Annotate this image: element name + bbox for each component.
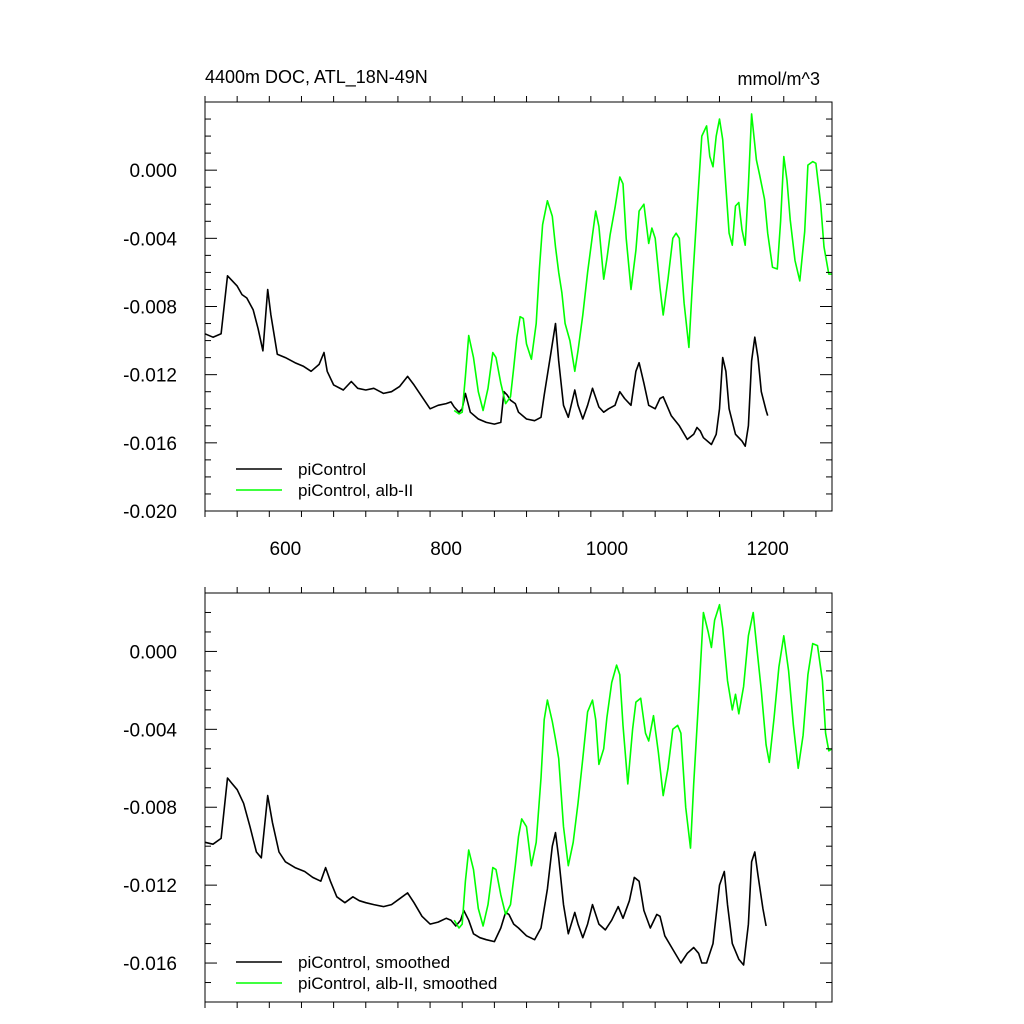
legend: piControl piControl, alb-II xyxy=(236,460,413,500)
series-line-picontrol-alb-ii xyxy=(453,113,832,415)
series-line-picontrol-smoothed xyxy=(204,777,767,966)
legend-label-picontrol-smoothed: piControl, smoothed xyxy=(298,953,450,972)
plot-frame xyxy=(204,592,833,1003)
series-line-picontrol-alb-ii-smoothed xyxy=(453,603,833,929)
series-line-picontrol xyxy=(204,274,769,448)
y-tick-label: -0.016 xyxy=(123,434,177,455)
legend-label-alb-ii: piControl, alb-II xyxy=(298,481,413,500)
x-tick-label: 600 xyxy=(270,539,302,560)
y-tick-label: -0.004 xyxy=(123,720,177,741)
y-tick-label: 0.000 xyxy=(129,642,177,663)
x-tick-label: 1000 xyxy=(586,539,628,560)
y-tick-label: -0.016 xyxy=(123,954,177,975)
y-tick-label: 0.000 xyxy=(129,161,177,182)
y-tick-label: -0.020 xyxy=(123,502,177,523)
y-tick-label: -0.012 xyxy=(123,366,177,387)
plot-frame xyxy=(204,101,833,512)
series-layer xyxy=(204,603,833,966)
ticks-layer: -0.016 -0.012 -0.008 -0.004 0.000 xyxy=(123,587,832,1008)
units-label: mmol/m^3 xyxy=(738,69,820,89)
legend-label-alb-ii-smoothed: piControl, alb-II, smoothed xyxy=(298,974,497,993)
chart-title: 4400m DOC, ATL_18N-49N xyxy=(205,67,428,88)
y-tick-label: -0.008 xyxy=(123,798,177,819)
series-layer xyxy=(204,113,832,448)
ticks-layer: -0.020 -0.016 -0.012 -0.008 -0.004 0.000 600 80… xyxy=(123,96,832,560)
x-tick-label: 1200 xyxy=(747,539,789,560)
x-tick-label: 800 xyxy=(430,539,462,560)
y-tick-label: -0.008 xyxy=(123,298,177,319)
bottom-panel: -0.016 -0.012 -0.008 -0.004 0.000 piControl,… xyxy=(123,587,833,1008)
y-tick-label: -0.004 xyxy=(123,229,177,250)
legend: piControl, smoothed piControl, alb-II, s… xyxy=(236,953,497,993)
y-tick-label: -0.012 xyxy=(123,876,177,897)
legend-label-picontrol: piControl xyxy=(298,460,366,479)
top-panel: 4400m DOC, ATL_18N-49N mmol/m^3 -0.020-0… xyxy=(123,67,833,560)
